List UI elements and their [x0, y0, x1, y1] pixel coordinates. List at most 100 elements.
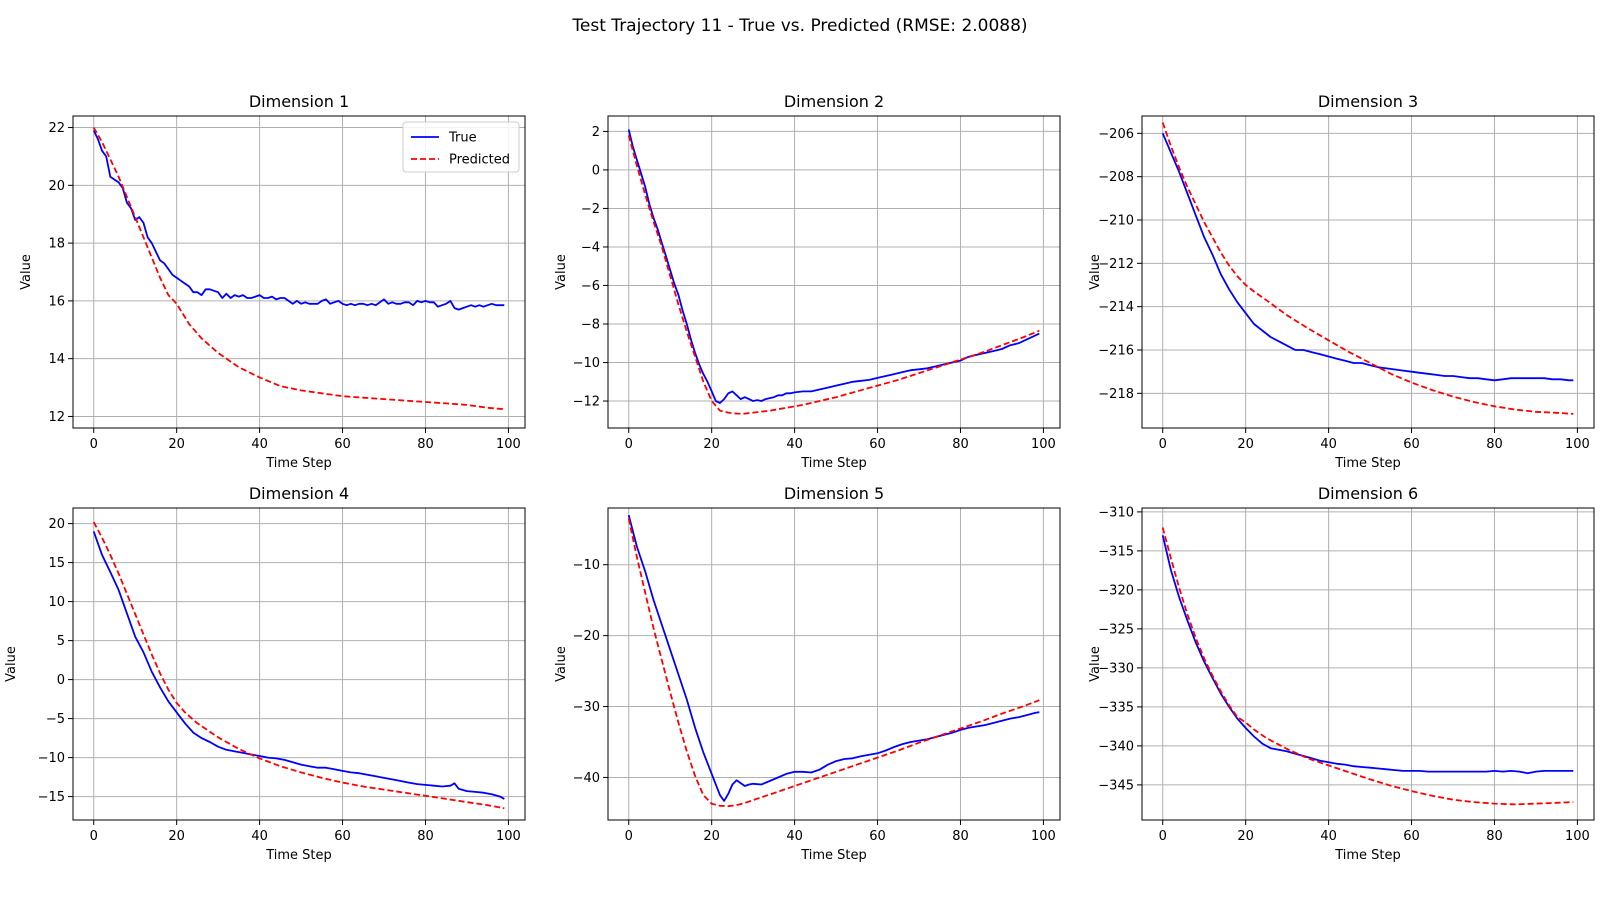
y-tick-label: −4 — [581, 240, 600, 255]
x-tick-label: 80 — [952, 829, 969, 844]
axes-frame — [607, 507, 1061, 821]
x-tick-label: 40 — [1320, 829, 1337, 844]
series-line-true — [92, 531, 505, 800]
x-axis-label: Time Step — [1334, 848, 1401, 863]
x-tick-label: 80 — [1486, 829, 1503, 844]
x-tick-label: 60 — [1403, 437, 1420, 452]
x-tick-label: 0 — [1159, 437, 1167, 452]
series-line-true — [627, 514, 1040, 802]
y-tick-label: −315 — [1098, 544, 1134, 559]
x-tick-label: 0 — [1159, 829, 1167, 844]
x-tick-label: 100 — [496, 437, 521, 452]
y-tick-label: −325 — [1098, 622, 1134, 637]
x-tick-label: 100 — [496, 829, 521, 844]
y-tick-label: −10 — [38, 751, 65, 766]
y-tick-label: −206 — [1098, 127, 1134, 142]
x-tick-label: 60 — [869, 437, 886, 452]
y-tick-label: −10 — [573, 558, 600, 573]
subplot-title: Dimension 4 — [249, 484, 349, 503]
series-line-predicted — [1161, 527, 1574, 806]
legend-label-true: True — [448, 131, 477, 146]
y-axis-label: Value — [4, 646, 19, 682]
y-tick-label: −20 — [573, 629, 600, 644]
y-axis-label: Value — [554, 646, 569, 682]
x-tick-label: 0 — [625, 829, 633, 844]
x-tick-label: 20 — [168, 829, 185, 844]
x-tick-label: 20 — [703, 437, 720, 452]
series-line-predicted — [92, 521, 505, 810]
y-tick-label: 15 — [48, 556, 65, 571]
y-tick-label: −30 — [573, 700, 600, 715]
subplot-title: Dimension 3 — [1318, 92, 1418, 111]
y-tick-label: −310 — [1098, 505, 1134, 520]
x-tick-label: 60 — [334, 437, 351, 452]
y-tick-label: −210 — [1098, 214, 1134, 229]
x-axis-label: Time Step — [265, 456, 332, 471]
y-tick-label: −340 — [1098, 739, 1134, 754]
subplot-dimension-4: 0 20 40 60 80 100 −15 −10 −5 0 5 10 15 20 Dimension 4 T… — [4, 484, 526, 863]
x-tick-label: 0 — [90, 829, 98, 844]
y-tick-label: −214 — [1098, 300, 1134, 315]
y-tick-label: −330 — [1098, 661, 1134, 676]
x-tick-label: 40 — [786, 829, 803, 844]
y-tick-label: −212 — [1098, 257, 1134, 272]
x-tick-label: 20 — [703, 829, 720, 844]
axes-frame — [1141, 115, 1595, 429]
x-tick-label: 20 — [1237, 437, 1254, 452]
y-tick-label: −12 — [573, 395, 600, 410]
y-tick-label: −2 — [581, 202, 600, 217]
series-line-true — [92, 130, 505, 311]
y-tick-label: 14 — [48, 352, 65, 367]
y-axis-label: Value — [19, 254, 34, 290]
x-tick-label: 0 — [90, 437, 98, 452]
y-tick-label: −10 — [573, 356, 600, 371]
figure-title: Test Trajectory 11 - True vs. Predicted … — [571, 16, 1027, 36]
series-line-true — [627, 129, 1040, 404]
y-tick-label: 20 — [48, 517, 65, 532]
subplot-dimension-1: 0 20 40 60 80 100 12 14 16 18 20 22 Dimension 1 Time … — [19, 92, 526, 471]
y-tick-label: 22 — [48, 121, 65, 136]
y-tick-label: −208 — [1098, 170, 1134, 185]
legend-label-predicted: Predicted — [449, 153, 510, 168]
axes-frame — [607, 115, 1061, 429]
x-tick-label: 100 — [1031, 437, 1056, 452]
x-tick-label: 100 — [1565, 829, 1590, 844]
y-tick-label: −335 — [1098, 700, 1134, 715]
axes-frame — [72, 507, 526, 821]
y-tick-label: 0 — [57, 673, 65, 688]
subplot-dimension-5: 0 20 40 60 80 100 −40 −30 −20 −10 Dimension 5 Time … — [554, 484, 1061, 863]
y-axis-label: Value — [1088, 254, 1103, 290]
y-tick-label: 5 — [57, 634, 65, 649]
x-axis-label: Time Step — [265, 848, 332, 863]
y-tick-label: 12 — [48, 410, 65, 425]
y-tick-label: −216 — [1098, 344, 1134, 359]
subplot-title: Dimension 5 — [784, 484, 884, 503]
y-tick-label: −218 — [1098, 387, 1134, 402]
x-tick-label: 80 — [1486, 437, 1503, 452]
y-axis-label: Value — [554, 254, 569, 290]
y-tick-label: 18 — [48, 237, 65, 252]
x-tick-label: 40 — [251, 829, 268, 844]
x-tick-label: 60 — [1403, 829, 1420, 844]
x-axis-label: Time Step — [800, 456, 867, 471]
y-tick-label: 20 — [48, 179, 65, 194]
subplot-title: Dimension 6 — [1318, 484, 1418, 503]
x-tick-label: 20 — [1237, 829, 1254, 844]
y-tick-label: −8 — [581, 318, 600, 333]
x-tick-label: 60 — [869, 829, 886, 844]
y-tick-label: 0 — [592, 163, 600, 178]
x-tick-label: 60 — [334, 829, 351, 844]
legend: True Predicted — [402, 121, 520, 173]
x-tick-label: 80 — [417, 437, 434, 452]
x-tick-label: 0 — [625, 437, 633, 452]
y-tick-label: −320 — [1098, 583, 1134, 598]
x-tick-label: 40 — [1320, 437, 1337, 452]
x-tick-label: 80 — [417, 829, 434, 844]
x-tick-label: 40 — [251, 437, 268, 452]
x-tick-label: 20 — [168, 437, 185, 452]
x-axis-label: Time Step — [1334, 456, 1401, 471]
subplot-title: Dimension 1 — [249, 92, 349, 111]
x-axis-label: Time Step — [800, 848, 867, 863]
